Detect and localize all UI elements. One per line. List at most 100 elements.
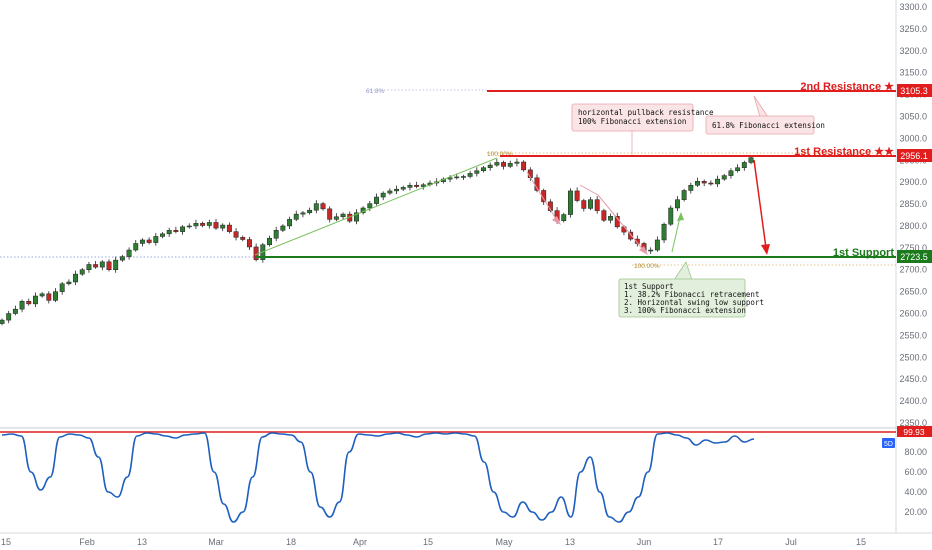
- candle-body[interactable]: [287, 219, 293, 227]
- candle-body[interactable]: [12, 308, 18, 314]
- candle-body[interactable]: [695, 181, 700, 186]
- candle-body[interactable]: [715, 178, 721, 185]
- candle-body[interactable]: [588, 199, 593, 209]
- candle-body[interactable]: [240, 237, 246, 240]
- candle-body[interactable]: [206, 222, 212, 226]
- candle-body[interactable]: [681, 190, 687, 200]
- candle-body[interactable]: [394, 188, 400, 192]
- candle-body[interactable]: [701, 181, 707, 184]
- candle-body[interactable]: [474, 170, 480, 174]
- candle-body[interactable]: [748, 157, 754, 163]
- candle-body[interactable]: [160, 233, 165, 237]
- candle-body[interactable]: [400, 187, 406, 190]
- candle-body[interactable]: [367, 203, 373, 209]
- candle-body[interactable]: [293, 213, 299, 220]
- candle-body[interactable]: [0, 319, 5, 324]
- candle-body[interactable]: [133, 243, 139, 251]
- candle-body[interactable]: [374, 196, 379, 204]
- candle-body[interactable]: [420, 184, 426, 187]
- candle-body[interactable]: [119, 256, 125, 261]
- candle-body[interactable]: [146, 239, 152, 243]
- candle-body[interactable]: [226, 224, 232, 232]
- candle-body[interactable]: [574, 190, 580, 201]
- candle-body[interactable]: [153, 236, 159, 243]
- candle-body[interactable]: [53, 291, 58, 301]
- candle-body[interactable]: [300, 212, 306, 215]
- candle-body[interactable]: [320, 203, 326, 210]
- candle-body[interactable]: [233, 231, 239, 238]
- candle-body[interactable]: [507, 163, 513, 167]
- candle-body[interactable]: [220, 224, 226, 229]
- candle-body[interactable]: [32, 295, 38, 305]
- candle-body[interactable]: [166, 230, 172, 235]
- candle-body[interactable]: [494, 162, 500, 166]
- candle-body[interactable]: [721, 175, 727, 180]
- key-levels[interactable]: 2nd Resistance ★ 1st Resistance ★★ 1st S…: [255, 81, 896, 259]
- candle-body[interactable]: [581, 200, 587, 209]
- annotation-fib-extension[interactable]: 61.8% Fibonacci extension: [705, 95, 825, 135]
- candle-body[interactable]: [387, 190, 393, 194]
- candle-body[interactable]: [333, 216, 339, 220]
- candle-body[interactable]: [654, 239, 660, 251]
- candle-body[interactable]: [521, 161, 527, 171]
- candle-body[interactable]: [59, 283, 65, 292]
- candle-body[interactable]: [674, 199, 680, 209]
- candle-body[interactable]: [46, 293, 52, 301]
- candle-body[interactable]: [608, 216, 614, 221]
- candle-body[interactable]: [561, 214, 567, 221]
- candle-body[interactable]: [79, 269, 85, 275]
- candle-body[interactable]: [467, 173, 473, 177]
- candle-body[interactable]: [280, 225, 286, 231]
- candle-body[interactable]: [26, 301, 32, 305]
- candle-body[interactable]: [213, 222, 219, 229]
- candle-body[interactable]: [113, 259, 119, 270]
- candle-body[interactable]: [99, 261, 105, 268]
- candle-body[interactable]: [66, 281, 72, 284]
- candle-body[interactable]: [93, 264, 99, 268]
- candle-body[interactable]: [313, 203, 319, 211]
- candle-body[interactable]: [407, 184, 413, 188]
- candle-body[interactable]: [634, 238, 640, 244]
- candle-body[interactable]: [73, 273, 79, 283]
- candle-body[interactable]: [668, 207, 674, 225]
- candle-body[interactable]: [173, 230, 179, 232]
- candle-body[interactable]: [180, 226, 186, 232]
- candle-body[interactable]: [661, 223, 667, 241]
- candle-body[interactable]: [353, 212, 359, 222]
- candle-body[interactable]: [139, 239, 145, 244]
- candle-body[interactable]: [273, 230, 279, 239]
- candle-body[interactable]: [460, 176, 466, 178]
- oscillator-line[interactable]: [1, 432, 755, 523]
- candle-body[interactable]: [246, 239, 252, 248]
- candle-body[interactable]: [200, 223, 206, 226]
- candle-body[interactable]: [86, 264, 92, 270]
- candle-body[interactable]: [447, 177, 453, 180]
- candle-body[interactable]: [380, 192, 386, 198]
- candle-body[interactable]: [708, 182, 714, 185]
- candle-body[interactable]: [514, 161, 520, 164]
- annotation-support[interactable]: 1st Support 1. 38.2% Fibonacci retraceme…: [618, 261, 764, 318]
- candle-body[interactable]: [594, 199, 600, 211]
- candle-body[interactable]: [414, 184, 420, 187]
- time-axis[interactable]: 15 Feb 13 Mar 18 Apr 15 May 13 Jun 17 Jul 15: [1, 537, 866, 547]
- candle-body[interactable]: [688, 184, 694, 191]
- candle-body[interactable]: [106, 261, 112, 270]
- candle-body[interactable]: [567, 190, 573, 215]
- candle-body[interactable]: [6, 313, 12, 321]
- candle-body[interactable]: [648, 249, 654, 252]
- candle-body[interactable]: [601, 210, 607, 221]
- candlestick-series[interactable]: [0, 155, 754, 326]
- candle-body[interactable]: [126, 249, 132, 257]
- candle-body[interactable]: [193, 223, 199, 227]
- candle-body[interactable]: [501, 162, 507, 167]
- candle-body[interactable]: [340, 213, 346, 218]
- candle-body[interactable]: [741, 162, 747, 168]
- candle-body[interactable]: [487, 164, 493, 168]
- price-axis[interactable]: 2350.0 2400.0 2450.0 2500.0 2550.0 2600.0 2650…: [899, 2, 927, 428]
- candle-body[interactable]: [481, 167, 486, 172]
- candle-body[interactable]: [19, 301, 25, 310]
- interval-badge[interactable]: [882, 438, 895, 448]
- candle-body[interactable]: [728, 170, 734, 176]
- candle-body[interactable]: [327, 208, 333, 220]
